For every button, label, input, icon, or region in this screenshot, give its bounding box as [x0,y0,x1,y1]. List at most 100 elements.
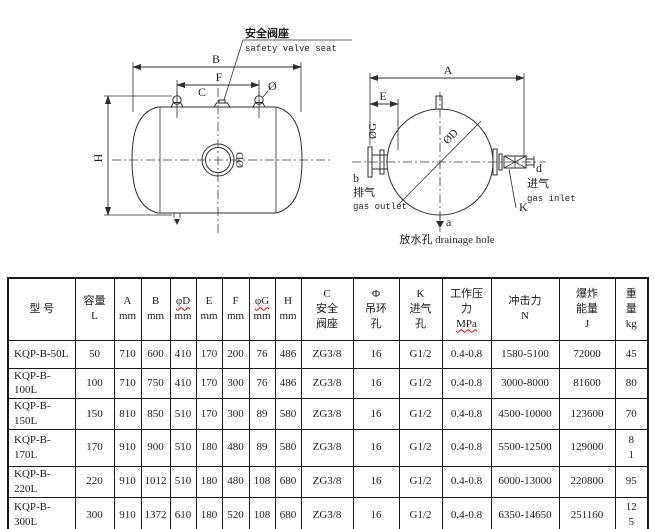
table-cell: 16 [352,367,400,400]
table-cell: 4500-10000 [490,398,560,430]
lifting-lug-left [170,91,184,118]
table-cell: 170 [195,367,223,400]
outlet-port-letter: b [353,171,359,185]
table-cell: 510 [169,398,197,430]
table-cell: 486 [274,339,302,369]
table-cell: 72000 [558,339,616,369]
model-cell: KQP-B-170L [7,428,76,467]
table-cell: 0.4-0.8 [441,496,492,529]
table-cell: 108 [248,496,276,529]
table-cell: 6350-14650 [490,496,560,529]
drain-arrow [436,215,444,228]
header-unit: mm [174,310,192,323]
table-cell: 1012 [140,465,171,498]
table-cell: 12 5 [614,496,649,529]
table-cell: 1372 [140,496,171,529]
header-unit: J [584,317,590,330]
table-cell: 70 [614,398,649,430]
header-text: 爆炸 [576,287,598,300]
table-cell: 170 [195,339,223,369]
header-text: 力 [461,302,472,315]
header-text: 工作压 [450,287,483,300]
table-cell: 16 [352,398,400,430]
table-cell: 170 [74,428,115,467]
dim-label-phiG: ØG [367,123,379,139]
header-text: 安全 [316,302,338,315]
header-unit: mm [226,310,245,323]
model-cell: KQP-B-220L [7,465,76,498]
table-cell: 1580-5100 [490,339,560,369]
header-text: 吊环 [365,302,387,315]
dim-ext-F [176,80,260,95]
dim-ext-A [369,73,525,158]
table-cell: ZG3/8 [300,465,354,498]
weld-seams [159,107,277,213]
header-unit: mm [146,310,165,323]
table-cell: 900 [140,428,171,467]
header-text: 孔 [415,317,426,330]
outlet-label-en: gas outlet [353,202,407,212]
table-cell: 710 [113,339,142,369]
table-cell: 220 [74,465,115,498]
header-text: 容量 [83,295,106,308]
table-cell: 810 [113,398,142,430]
model-cell: KQP-B-100L [7,367,76,400]
table-cell: 45 [614,339,649,369]
table-cell: 220800 [558,465,616,498]
table-cell: 16 [352,496,400,529]
table-cell: 50 [74,339,115,369]
technical-drawings: ØD [91,26,576,246]
gas-outlet-labels: b 排气 gas outlet [353,171,407,212]
header-unit: mm [253,310,271,323]
table-cell: 3000-8000 [490,367,560,400]
safety-valve-seat-label-en: safety valve seat [245,44,337,54]
dim-label-H: H [91,153,105,162]
dim-ext-B [132,62,302,112]
table-cell: 80 [614,367,649,400]
table-cell: 150 [74,398,115,430]
table-cell: 76 [248,367,276,400]
table-cell: 910 [113,496,142,529]
outlet-label-cn: 排气 [353,185,375,199]
safety-valve-seat-label-cn: 安全阀座 [245,26,289,40]
table-cell: ZG3/8 [300,428,354,467]
table-cell: 180 [195,428,223,467]
table-cell: 850 [140,398,171,430]
header-text: F [232,295,239,308]
table-cell: 750 [140,367,171,400]
dim-label-C: C [198,85,206,99]
header-text: 阀座 [316,317,338,330]
table-cell: 89 [248,398,276,430]
table-cell: 0.4-0.8 [441,367,492,400]
model-cell: KQP-B-150L [7,398,76,430]
dim-label-E: E [379,89,386,103]
header-text: B [151,295,160,308]
table-cell: ZG3/8 [300,496,354,529]
table-cell: 6000-13000 [490,465,560,498]
top-nipple [435,95,443,109]
header-text: 重 [625,287,637,300]
col-header-phiD: φD mm [169,277,197,341]
gas-inlet-labels: d 进气 gas inlet [527,161,576,204]
header-text: E [205,295,213,308]
header-unit: kg [625,317,637,330]
gas-inlet-valve [492,148,535,176]
col-header-weight: 重量 kg [614,277,649,341]
dim-label-phiD-end: ØD [441,127,461,147]
table-cell: 16 [352,339,400,369]
table-cell: 680 [274,496,302,529]
table-cell: 0.4-0.8 [441,398,492,430]
table-cell: G1/2 [398,339,443,369]
table-cell: 5500-12500 [490,428,560,467]
table-cell: 580 [274,428,302,467]
table-cell: 251160 [558,496,616,529]
tank-left-head [131,106,159,214]
table-cell: 510 [169,465,197,498]
table-cell: 910 [113,465,142,498]
dim-label-A: A [444,63,453,77]
dim-label-K: K [519,200,528,214]
